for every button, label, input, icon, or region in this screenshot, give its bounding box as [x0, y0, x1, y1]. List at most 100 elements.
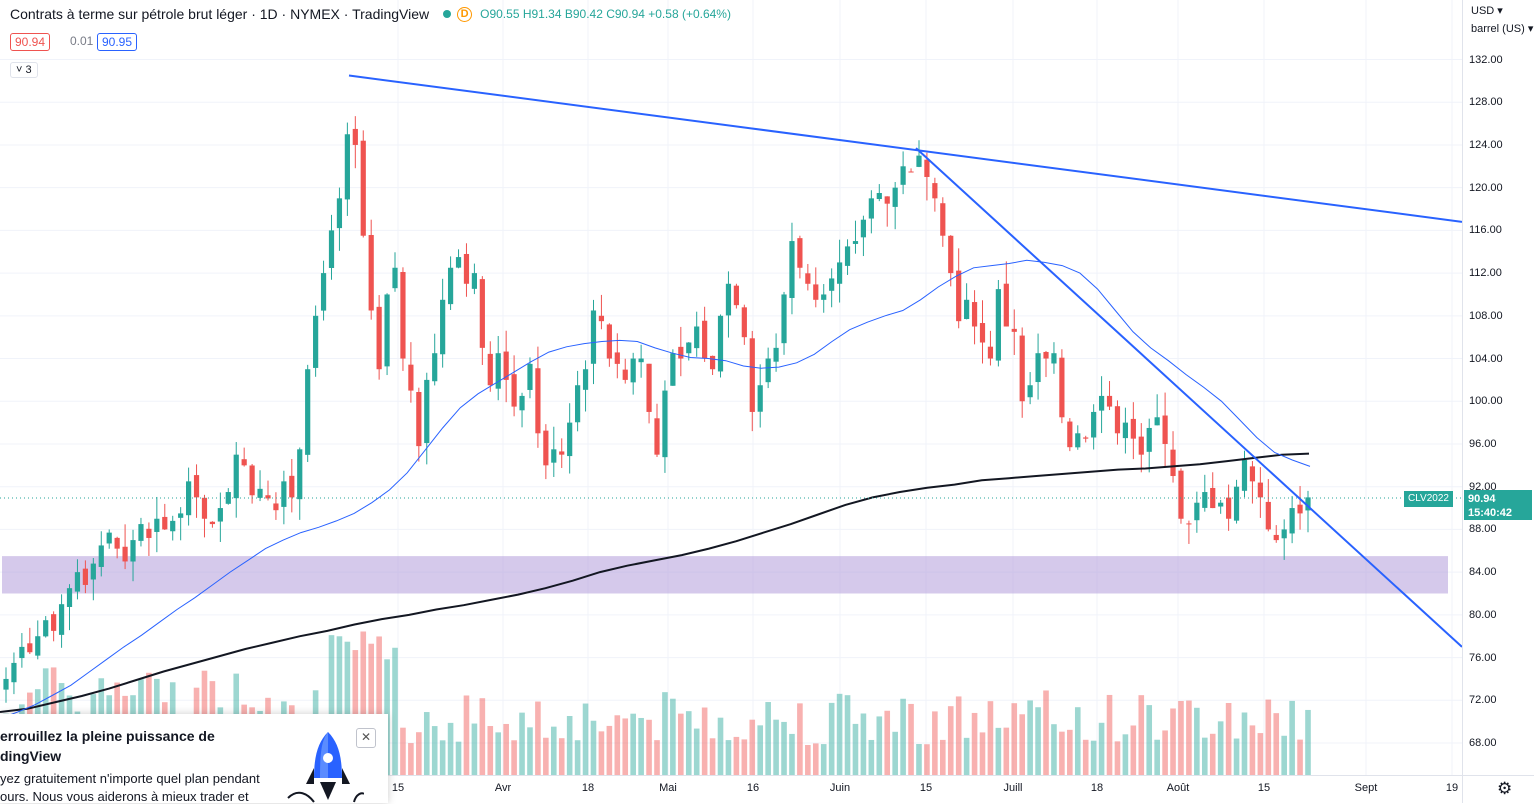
volume-bar [1114, 741, 1121, 775]
volume-bar [733, 736, 740, 775]
volume-bar [344, 641, 351, 775]
volume-bar [336, 636, 343, 775]
volume-bar [781, 721, 787, 775]
candle-body [836, 262, 843, 284]
candle-body [106, 532, 112, 544]
volume-bar [463, 695, 470, 775]
candle-body [582, 369, 589, 390]
volume-bar [955, 696, 962, 775]
volume-bar [1130, 725, 1137, 775]
candle-body [884, 196, 890, 204]
candle-body [860, 219, 867, 238]
volume-bar [511, 740, 517, 775]
volume-bar [368, 643, 374, 775]
volume-bar [797, 703, 803, 775]
candle-body [1083, 437, 1089, 439]
candle-body [487, 353, 493, 386]
candle-body [265, 495, 271, 499]
candle-body [511, 374, 517, 407]
indicators-collapse-button[interactable]: ˅ 3 [10, 62, 38, 78]
bid-price-button[interactable]: 90.94 [10, 33, 51, 51]
volume-bar [400, 727, 406, 775]
volume-bar [805, 744, 811, 775]
promo-panel[interactable]: errouillez la pleine puissance de dingVi… [0, 714, 388, 803]
candle-body [432, 353, 438, 382]
y-tick-label: 116.00 [1469, 224, 1502, 237]
volume-bar [376, 636, 382, 775]
candle-body [1043, 351, 1049, 359]
candle-body [471, 273, 478, 289]
volume-bar [606, 725, 613, 775]
promo-title: errouillez la pleine puissance de dingVi… [0, 726, 240, 766]
volume-bar [439, 740, 446, 775]
price-chart[interactable] [0, 0, 1462, 775]
candle-body [289, 475, 295, 498]
y-tick-label: 88.00 [1469, 523, 1497, 536]
volume-bar [519, 712, 525, 775]
candle-body [35, 636, 41, 656]
ask-price-button[interactable]: 90.95 [97, 33, 138, 51]
x-tick-label: 15 [1257, 782, 1271, 794]
candle-body [1035, 353, 1041, 383]
candle-body [1003, 283, 1009, 327]
y-tick-label: 96.00 [1469, 437, 1497, 450]
volume-bar [940, 739, 946, 775]
candle-body [948, 235, 954, 274]
candle-body [297, 449, 303, 500]
candle-body [709, 355, 716, 370]
volume-bar [820, 744, 827, 775]
candle-body [717, 315, 724, 372]
candle-body [305, 369, 311, 455]
candle-body [360, 140, 366, 236]
unit-selector[interactable]: barrel (US) ▾ [1471, 23, 1534, 35]
candle-body [320, 273, 327, 311]
bar-countdown: 15:40:42 [1468, 507, 1513, 519]
delayed-data-icon[interactable]: D [457, 6, 473, 22]
volume-bar [352, 650, 359, 775]
candle-body [876, 193, 882, 200]
volume-bar [1082, 739, 1089, 775]
candle-body [328, 230, 335, 268]
candle-body [257, 488, 263, 498]
volume-bar [535, 701, 541, 775]
volume-bar [1146, 705, 1153, 775]
gear-icon[interactable]: ⚙ [1497, 779, 1513, 798]
promo-body-line: ours. Nous vous aiderons à mieux trader … [0, 789, 249, 803]
volume-bar [876, 716, 883, 775]
candle-body [249, 465, 255, 496]
volume-bar [749, 719, 756, 775]
y-tick-label: 108.00 [1469, 309, 1503, 322]
candle-body [27, 643, 33, 653]
candle-body [956, 270, 962, 322]
candle-body [892, 187, 898, 207]
candle-body [201, 497, 208, 519]
candle-body [3, 678, 9, 690]
volume-bar [1067, 729, 1073, 775]
close-icon[interactable]: ✕ [356, 728, 376, 748]
candle-body [1226, 497, 1232, 519]
market-open-dot[interactable] [443, 10, 452, 18]
candle-body [66, 588, 73, 607]
volume-bar [1059, 731, 1065, 775]
ma200-line [0, 452, 1310, 713]
volume-bar [1241, 712, 1248, 775]
volume-bar [582, 703, 589, 775]
candle-body [979, 323, 986, 343]
volume-bar [963, 737, 970, 775]
volume-bar [1289, 700, 1295, 775]
candle-body [408, 364, 414, 391]
currency-selector[interactable]: USD ▾ [1471, 5, 1503, 17]
candle-body [733, 285, 739, 306]
candle-body [336, 198, 343, 229]
volume-bar [408, 743, 414, 775]
volume-bar [717, 717, 724, 775]
price-axis[interactable]: USD ▾ barrel (US) ▾ 132.00 128.00 124.00 12… [1462, 0, 1534, 803]
volume-bar [1138, 695, 1145, 775]
volume-bar [1257, 733, 1264, 775]
x-tick-label: 18 [1090, 782, 1104, 794]
volume-bar [773, 719, 779, 775]
promo-title-line: dingView [0, 748, 62, 764]
volume-bar [860, 713, 867, 775]
volume-bar [1162, 730, 1168, 775]
candle-body [971, 302, 978, 327]
